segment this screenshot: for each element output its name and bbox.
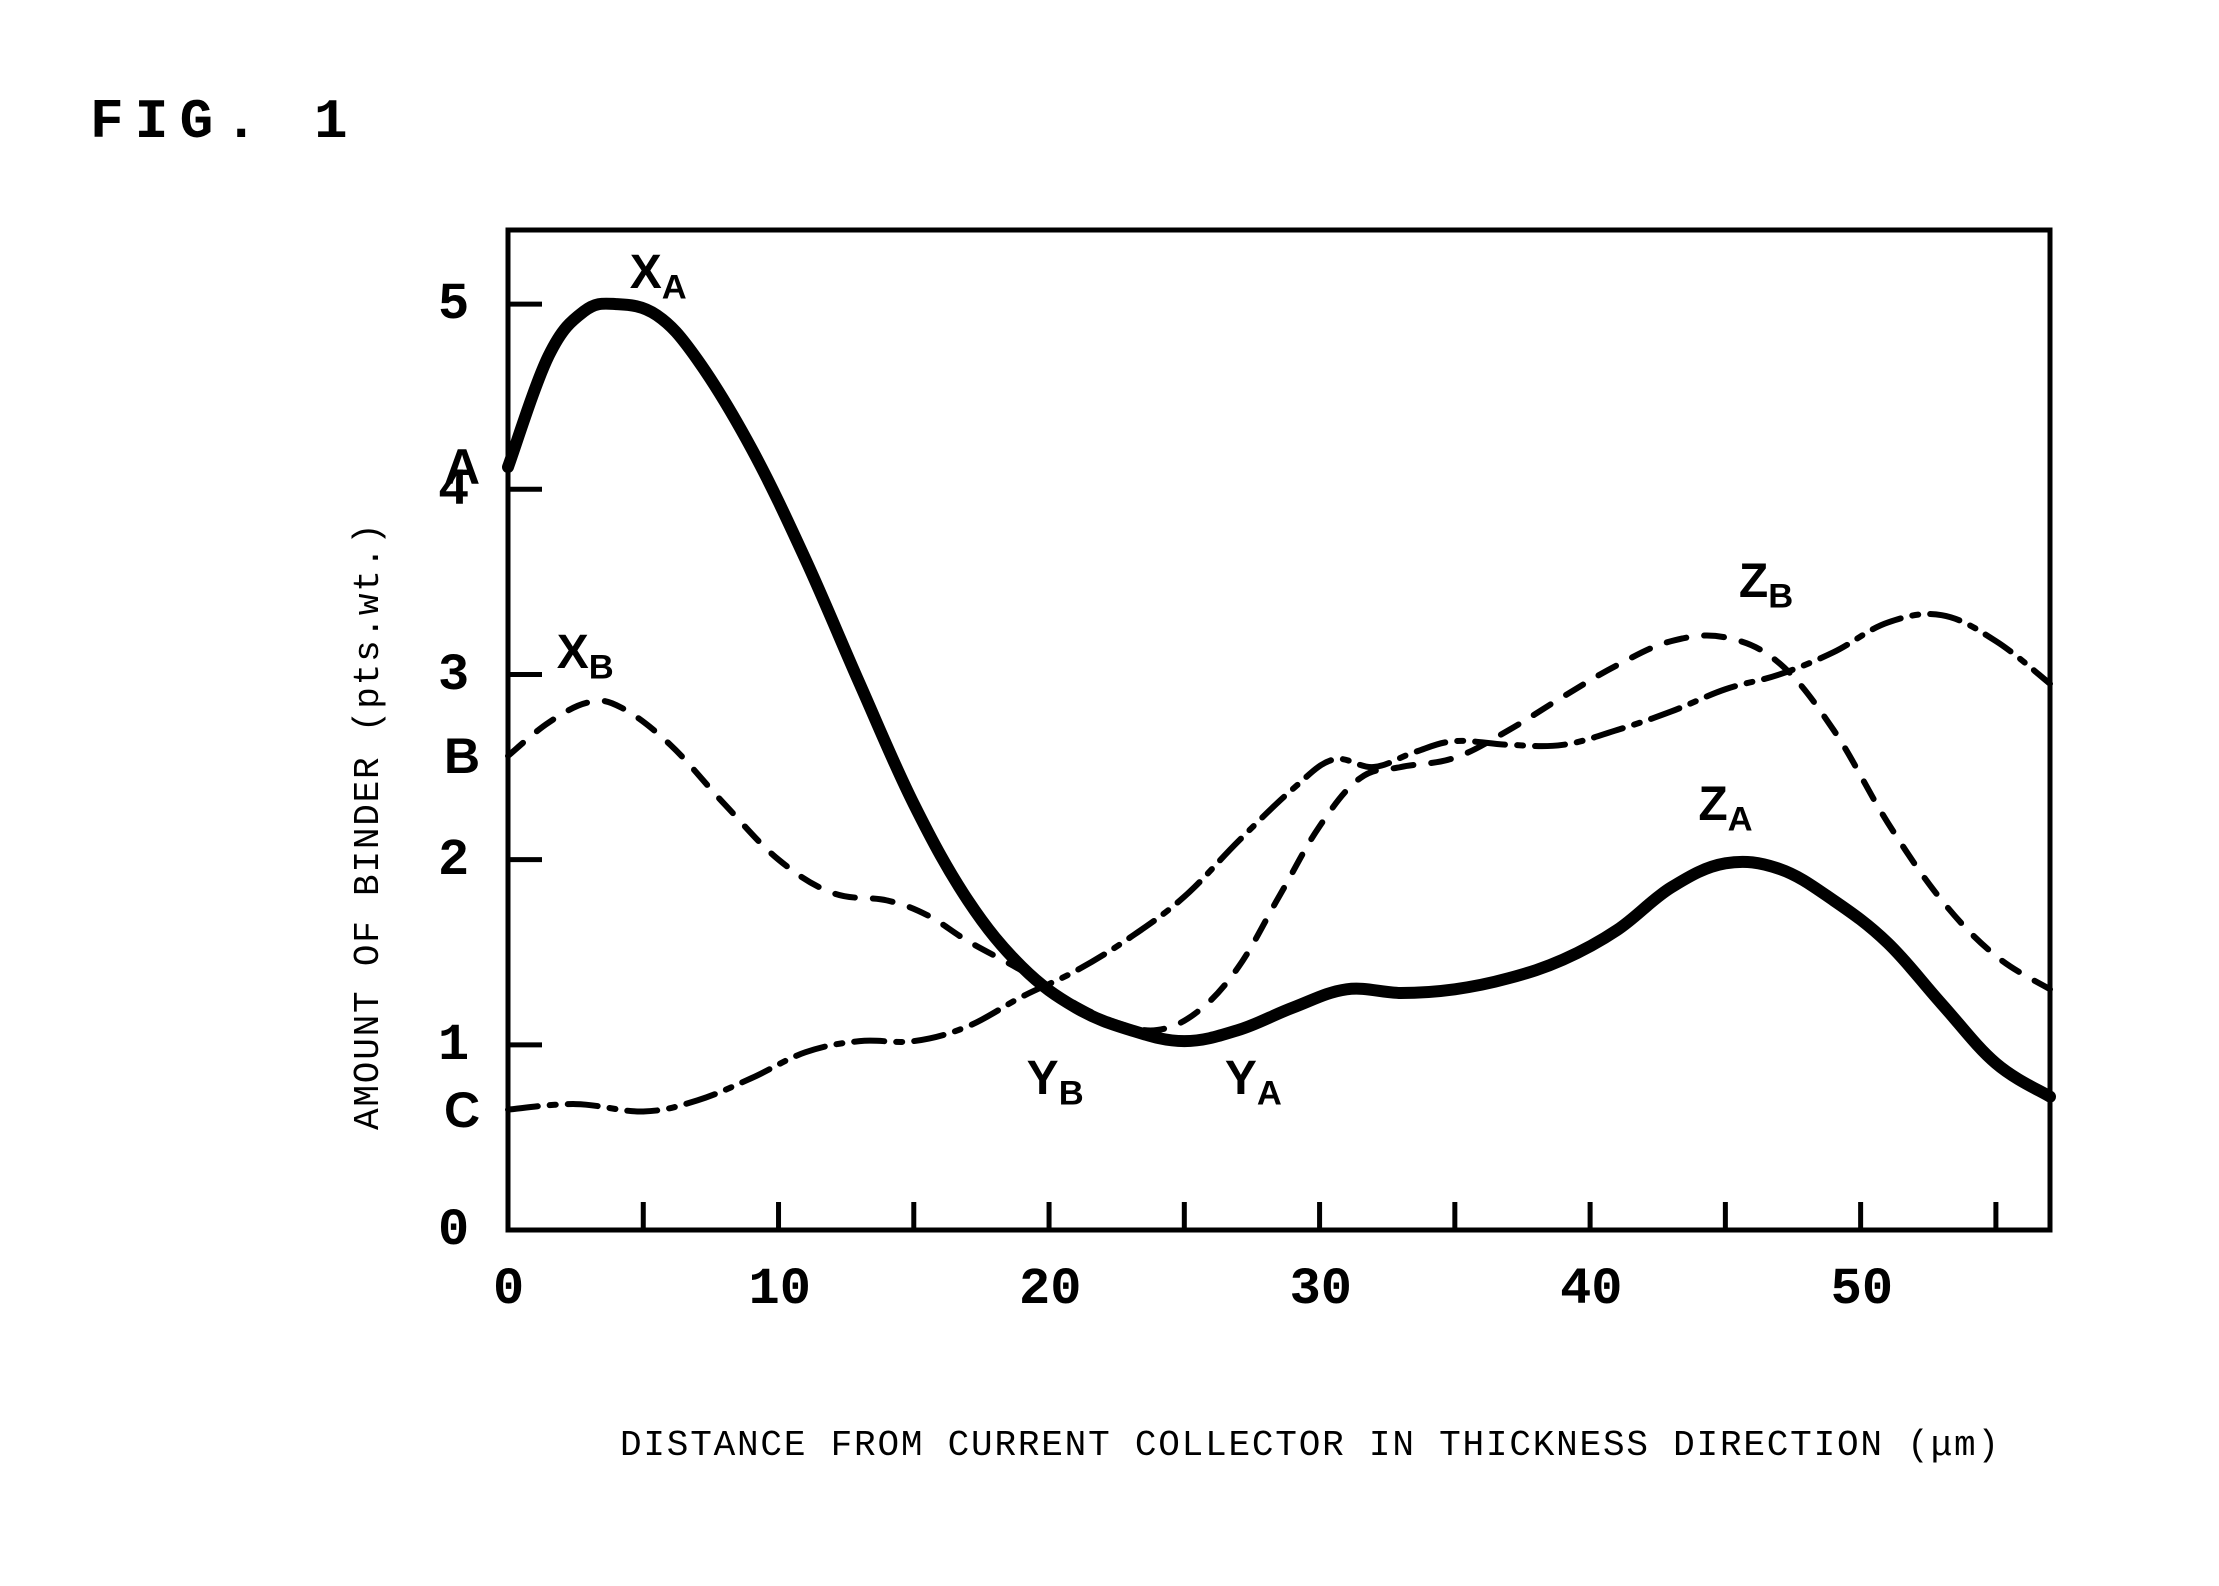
series-point-label: ZB	[1739, 554, 1793, 617]
x-tick-label: 0	[493, 1260, 524, 1319]
x-tick-label: 50	[1831, 1260, 1893, 1319]
y-tick-label: 2	[438, 831, 469, 890]
series-B	[508, 635, 2050, 1030]
y-tick-label: 0	[438, 1201, 469, 1260]
series-point-label: XA	[630, 245, 687, 308]
page: FIG. 1 AMOUNT OF BINDER (pts.wt.) DISTAN…	[0, 0, 2219, 1586]
series-C	[508, 614, 2050, 1112]
series-point-label: ZA	[1698, 777, 1752, 840]
y-marker-label: A	[444, 438, 480, 496]
y-marker-label: B	[444, 727, 480, 785]
x-tick-label: 30	[1290, 1260, 1352, 1319]
series-A	[508, 304, 2050, 1097]
x-tick-label: 10	[749, 1260, 811, 1319]
x-axis-label: DISTANCE FROM CURRENT COLLECTOR IN THICK…	[620, 1425, 2001, 1466]
series-point-label: YA	[1225, 1051, 1282, 1114]
y-tick-label: 3	[438, 646, 469, 705]
series-point-label: XB	[557, 625, 614, 688]
y-tick-label: 5	[438, 275, 469, 334]
x-tick-label: 40	[1560, 1260, 1622, 1319]
chart-svg	[0, 0, 2219, 1586]
series-point-label: YB	[1027, 1051, 1084, 1114]
x-tick-label: 20	[1019, 1260, 1081, 1319]
y-marker-label: C	[444, 1081, 480, 1139]
y-tick-label: 1	[438, 1016, 469, 1075]
y-axis-label: AMOUNT OF BINDER (pts.wt.)	[348, 522, 389, 1131]
